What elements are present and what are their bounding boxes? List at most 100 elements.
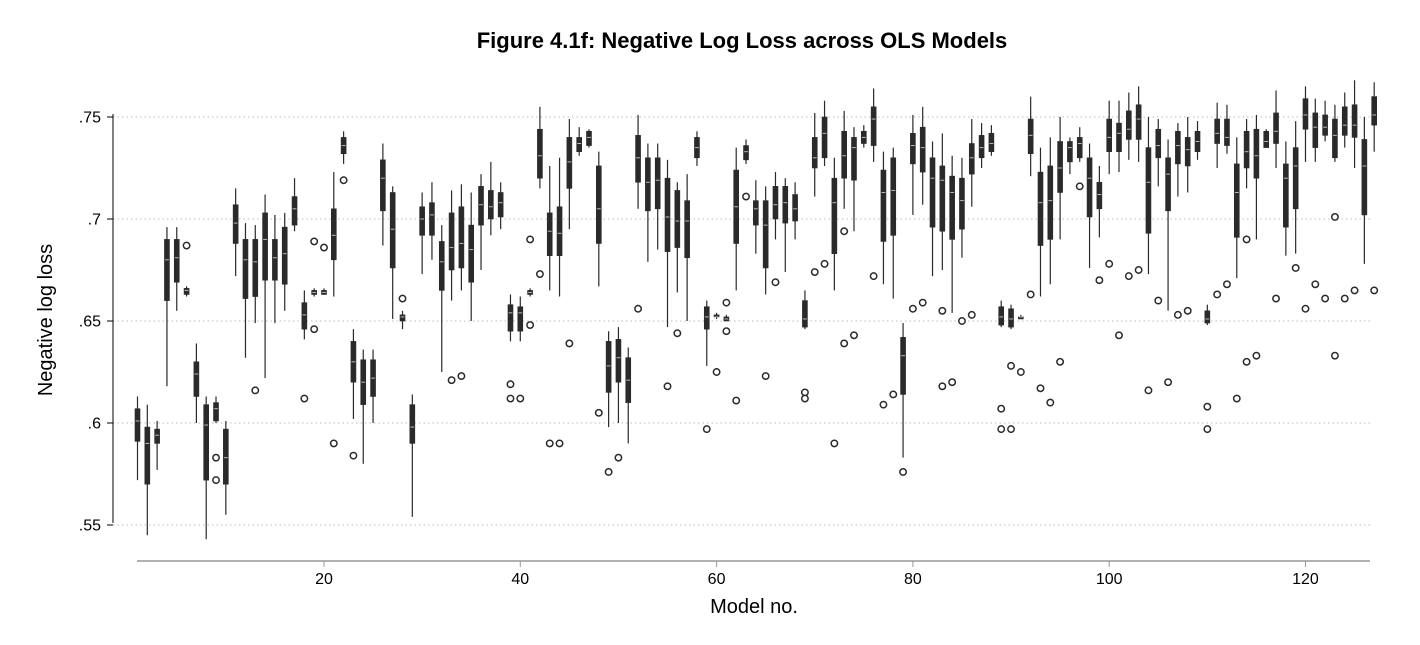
outlier-point (997, 425, 1006, 434)
box-model-87 (978, 123, 985, 168)
box-model-126 (1361, 117, 1368, 264)
box (851, 137, 857, 181)
box (1126, 110, 1132, 140)
box-model-38 (497, 182, 504, 230)
box-model-30 (419, 192, 425, 275)
outlier-point (1144, 386, 1153, 395)
outlier-point (457, 372, 466, 381)
box (183, 288, 190, 295)
outlier-point (918, 298, 927, 307)
box-model-114 (1242, 119, 1251, 366)
box-model-119 (1291, 121, 1300, 272)
box-model-17 (291, 178, 298, 232)
box (458, 206, 465, 269)
box-model-79 (899, 323, 908, 476)
outlier-point (565, 339, 574, 348)
box (635, 135, 641, 183)
box (1204, 310, 1211, 324)
box (448, 212, 455, 271)
outlier-point (447, 376, 456, 385)
outlier-point (634, 304, 643, 313)
outlier-point (899, 468, 908, 476)
box-model-28 (398, 294, 407, 330)
x-tick-label: 40 (511, 571, 529, 588)
box (1086, 157, 1093, 218)
outlier-point (938, 306, 947, 315)
box (782, 186, 789, 224)
box (1175, 130, 1181, 165)
box-model-102 (1124, 92, 1133, 281)
outlier-point (722, 327, 731, 336)
box (301, 302, 308, 330)
box (409, 404, 416, 444)
box-model-10 (223, 420, 229, 515)
outlier-point (212, 476, 220, 485)
box-series (134, 80, 1379, 540)
box (223, 428, 229, 485)
box-model-57 (684, 174, 690, 321)
box-model-22 (339, 131, 348, 185)
box-model-40 (516, 296, 525, 403)
box-model-52 (634, 114, 643, 313)
box (497, 192, 504, 218)
box-model-13 (251, 225, 260, 395)
box (1224, 118, 1230, 146)
outlier-point (398, 294, 407, 303)
box (1165, 157, 1171, 212)
box-model-86 (967, 119, 976, 319)
outlier-point (506, 394, 515, 403)
box-model-51 (625, 347, 632, 444)
box (753, 200, 759, 226)
box-model-47 (586, 129, 592, 148)
box (546, 212, 553, 257)
box (978, 135, 985, 159)
outlier-point (1301, 304, 1310, 313)
box (939, 165, 946, 232)
box-model-66 (771, 172, 780, 287)
outlier-point (545, 439, 554, 448)
outlier-point (516, 394, 525, 403)
y-axis-label: Negative log loss (35, 244, 57, 396)
box-model-127 (1370, 82, 1379, 295)
box-model-91 (1016, 314, 1025, 376)
box (1106, 118, 1112, 152)
box-model-99 (1095, 165, 1104, 285)
box (615, 339, 622, 383)
box (870, 106, 877, 146)
outlier-point (1016, 368, 1025, 376)
box (429, 202, 435, 236)
box-model-27 (389, 186, 396, 319)
box-model-49 (604, 331, 613, 476)
box (890, 157, 897, 236)
outlier-point (712, 368, 721, 376)
box (389, 192, 396, 269)
box (596, 165, 602, 244)
box (1292, 147, 1299, 210)
box (203, 404, 210, 481)
box (1076, 137, 1083, 159)
box (537, 128, 543, 179)
box (488, 190, 494, 220)
box (1057, 141, 1063, 193)
outlier-point (958, 317, 966, 325)
box (517, 306, 524, 332)
y-tick-label: .75 (79, 110, 101, 127)
box (1214, 118, 1220, 144)
box-model-36 (478, 174, 484, 270)
outlier-point (1115, 331, 1123, 340)
box-model-53 (645, 143, 651, 262)
box-model-19 (310, 237, 319, 334)
outlier-point (673, 329, 682, 338)
box-model-3 (154, 420, 160, 470)
box (674, 190, 681, 248)
box-model-63 (742, 139, 750, 201)
box (252, 239, 259, 297)
outlier-point (1026, 290, 1035, 299)
outlier-point (1213, 290, 1222, 299)
outlier-point (1007, 425, 1015, 434)
outlier-point (1340, 294, 1349, 303)
outlier-point (1330, 351, 1339, 360)
outlier-point (1134, 266, 1143, 274)
box (1145, 147, 1152, 234)
box-model-48 (594, 151, 603, 417)
